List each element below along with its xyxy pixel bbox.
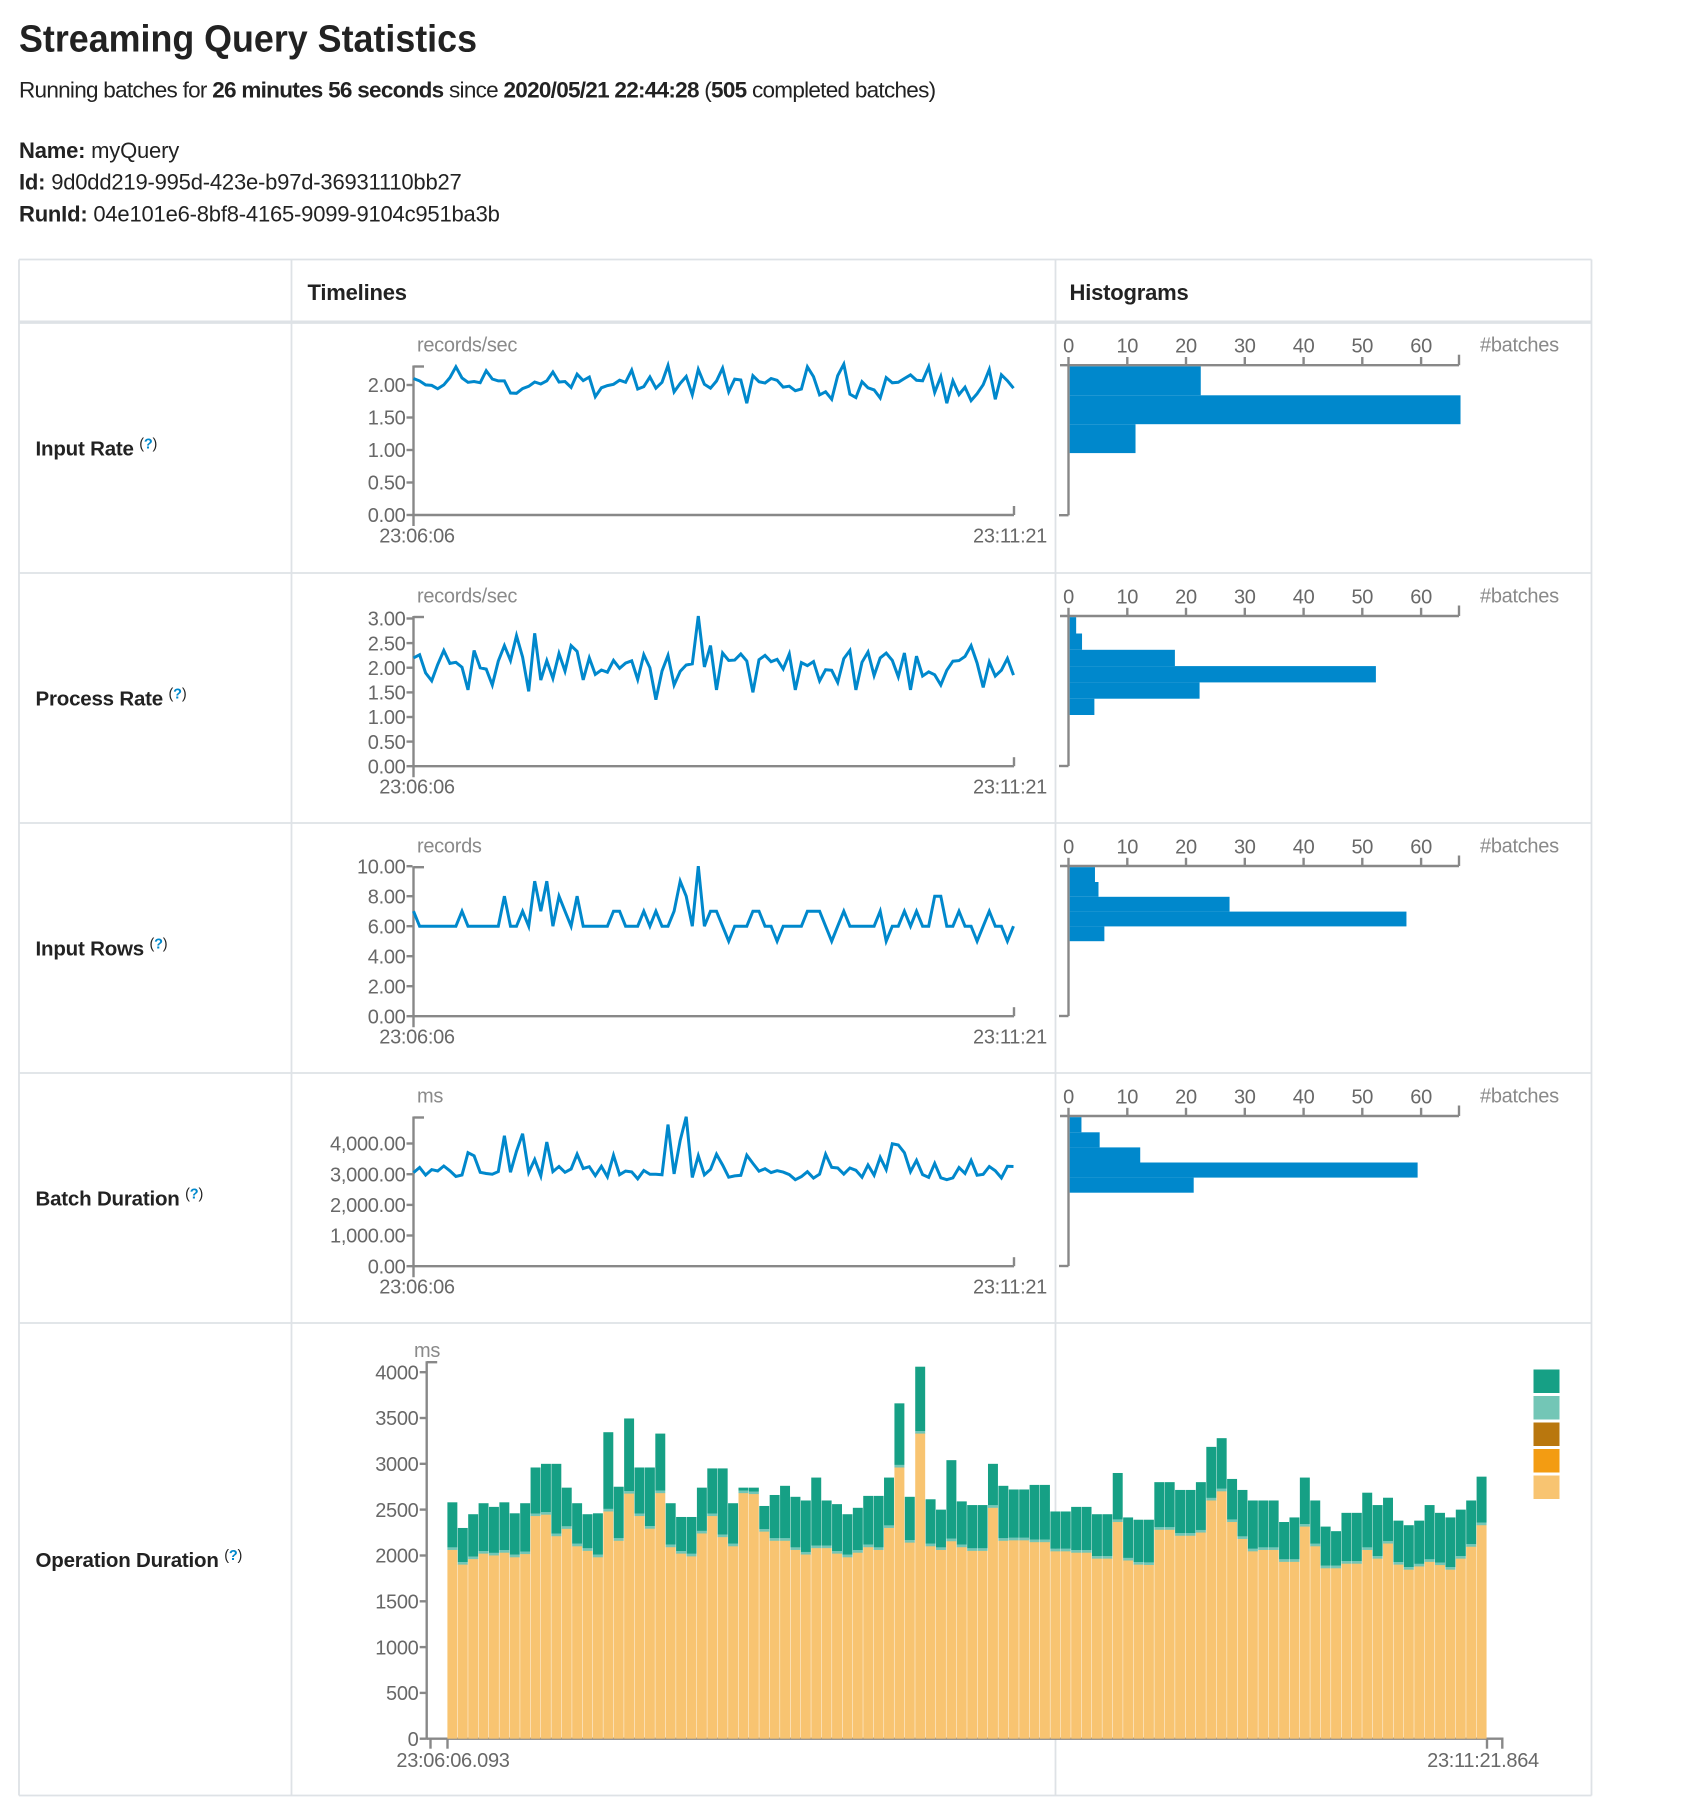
svg-text:23:06:06: 23:06:06 [379, 1277, 455, 1299]
svg-text:2500: 2500 [375, 1500, 418, 1522]
svg-text:0: 0 [1063, 587, 1074, 609]
svg-text:23:11:21: 23:11:21 [973, 1027, 1047, 1049]
svg-text:Histograms: Histograms [1070, 280, 1189, 305]
svg-text:3.00: 3.00 [368, 609, 406, 631]
svg-text:60: 60 [1410, 587, 1432, 609]
svg-text:50: 50 [1351, 587, 1373, 609]
svg-text:1.50: 1.50 [368, 683, 406, 705]
svg-text:23:06:06: 23:06:06 [379, 777, 455, 799]
svg-text:1500: 1500 [375, 1592, 418, 1614]
svg-text:30: 30 [1234, 336, 1256, 358]
svg-text:20: 20 [1175, 1087, 1197, 1109]
svg-text:Running batches for 26 minutes: Running batches for 26 minutes 56 second… [19, 78, 936, 103]
svg-text:60: 60 [1410, 1087, 1432, 1109]
svg-text:0.50: 0.50 [368, 732, 406, 754]
svg-text:3000: 3000 [375, 1454, 418, 1476]
svg-text:6.00: 6.00 [368, 916, 406, 938]
svg-text:ms: ms [414, 1340, 440, 1362]
svg-text:20: 20 [1175, 837, 1197, 859]
svg-text:Id: 9d0dd219-995d-423e-b97d-36: Id: 9d0dd219-995d-423e-b97d-36931110bb27 [19, 169, 462, 194]
svg-text:23:06:06: 23:06:06 [379, 1027, 455, 1049]
svg-text:2.00: 2.00 [368, 658, 406, 680]
svg-text:Process Rate (?): Process Rate (?) [36, 687, 187, 711]
svg-text:#batches: #batches [1480, 335, 1559, 357]
svg-text:40: 40 [1293, 1087, 1315, 1109]
svg-text:23:11:21.864: 23:11:21.864 [1427, 1750, 1539, 1772]
svg-text:0: 0 [1063, 336, 1074, 358]
svg-text:30: 30 [1234, 837, 1256, 859]
svg-text:50: 50 [1351, 336, 1373, 358]
svg-text:23:06:06.093: 23:06:06.093 [396, 1750, 509, 1772]
svg-text:0: 0 [408, 1729, 419, 1751]
svg-text:0.50: 0.50 [368, 473, 406, 495]
svg-text:records/sec: records/sec [417, 586, 517, 608]
svg-text:40: 40 [1293, 336, 1315, 358]
svg-text:2,000.00: 2,000.00 [330, 1195, 406, 1217]
svg-text:2.50: 2.50 [368, 633, 406, 655]
svg-text:10.00: 10.00 [357, 856, 406, 878]
svg-text:30: 30 [1234, 587, 1256, 609]
svg-text:30: 30 [1234, 1087, 1256, 1109]
svg-text:60: 60 [1410, 336, 1432, 358]
svg-text:23:11:21: 23:11:21 [973, 1277, 1047, 1299]
svg-text:4000: 4000 [375, 1362, 418, 1384]
svg-text:4,000.00: 4,000.00 [330, 1134, 406, 1156]
svg-text:Input Rate (?): Input Rate (?) [36, 437, 158, 461]
svg-text:Batch Duration (?): Batch Duration (?) [36, 1187, 204, 1211]
svg-text:Operation Duration (?): Operation Duration (?) [36, 1548, 243, 1572]
svg-text:Input Rows (?): Input Rows (?) [36, 937, 168, 961]
svg-text:Name: myQuery: Name: myQuery [19, 138, 179, 163]
svg-text:10: 10 [1116, 336, 1138, 358]
svg-text:10: 10 [1116, 1087, 1138, 1109]
svg-text:1000: 1000 [375, 1637, 418, 1659]
svg-text:50: 50 [1351, 837, 1373, 859]
svg-text:Timelines: Timelines [308, 280, 407, 305]
svg-text:0: 0 [1063, 837, 1074, 859]
svg-text:10: 10 [1116, 587, 1138, 609]
svg-text:2.00: 2.00 [368, 375, 406, 397]
svg-text:0: 0 [1063, 1087, 1074, 1109]
svg-text:3500: 3500 [375, 1408, 418, 1430]
svg-text:0.00: 0.00 [368, 756, 406, 778]
svg-text:1.00: 1.00 [368, 707, 406, 729]
svg-text:2000: 2000 [375, 1546, 418, 1568]
svg-text:Streaming Query Statistics: Streaming Query Statistics [19, 19, 477, 61]
svg-text:23:11:21: 23:11:21 [973, 526, 1047, 548]
svg-text:1,000.00: 1,000.00 [330, 1226, 406, 1248]
svg-text:#batches: #batches [1480, 586, 1559, 608]
svg-text:1.50: 1.50 [368, 408, 406, 430]
svg-text:23:11:21: 23:11:21 [973, 777, 1047, 799]
svg-text:1.00: 1.00 [368, 440, 406, 462]
svg-text:50: 50 [1351, 1087, 1373, 1109]
svg-text:2.00: 2.00 [368, 976, 406, 998]
svg-text:500: 500 [386, 1683, 419, 1705]
svg-text:records: records [417, 836, 482, 858]
svg-text:ms: ms [417, 1086, 443, 1108]
svg-text:20: 20 [1175, 587, 1197, 609]
svg-text:40: 40 [1293, 587, 1315, 609]
svg-text:RunId: 04e101e6-8bf8-4165-9099: RunId: 04e101e6-8bf8-4165-9099-9104c951b… [19, 202, 500, 227]
svg-text:records/sec: records/sec [417, 335, 517, 357]
svg-text:4.00: 4.00 [368, 946, 406, 968]
svg-text:0.00: 0.00 [368, 1006, 406, 1028]
svg-text:60: 60 [1410, 837, 1432, 859]
svg-text:0.00: 0.00 [368, 1256, 406, 1278]
svg-text:20: 20 [1175, 336, 1197, 358]
svg-text:23:06:06: 23:06:06 [379, 526, 455, 548]
svg-text:40: 40 [1293, 837, 1315, 859]
svg-text:#batches: #batches [1480, 1086, 1559, 1108]
svg-text:8.00: 8.00 [368, 886, 406, 908]
svg-text:10: 10 [1116, 837, 1138, 859]
svg-text:0.00: 0.00 [368, 505, 406, 527]
svg-text:#batches: #batches [1480, 836, 1559, 858]
svg-text:3,000.00: 3,000.00 [330, 1164, 406, 1186]
